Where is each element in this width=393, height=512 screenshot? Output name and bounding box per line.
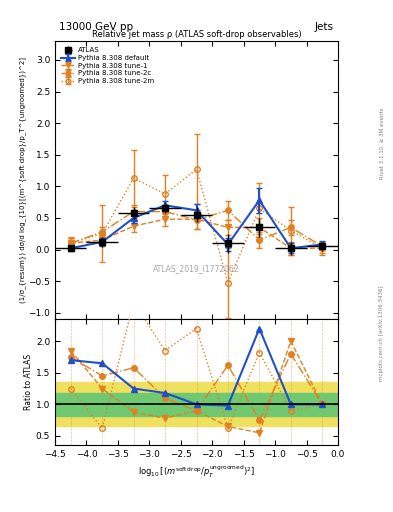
Y-axis label: (1/σ_{resum}) dσ/d log_{10}[(m^{soft drop}/p_T^{ungroomed})^2]: (1/σ_{resum}) dσ/d log_{10}[(m^{soft dro…: [19, 57, 26, 303]
Text: ATLAS_2019_I1772062: ATLAS_2019_I1772062: [153, 265, 240, 273]
Text: Rivet 3.1.10, ≥ 3M events: Rivet 3.1.10, ≥ 3M events: [380, 108, 384, 179]
Y-axis label: Ratio to ATLAS: Ratio to ATLAS: [24, 354, 33, 410]
Title: Relative jet mass ρ (ATLAS soft-drop observables): Relative jet mass ρ (ATLAS soft-drop obs…: [92, 30, 301, 39]
Text: mcplots.cern.ch [arXiv:1306.3436]: mcplots.cern.ch [arXiv:1306.3436]: [380, 285, 384, 380]
Legend: ATLAS, Pythia 8.308 default, Pythia 8.308 tune-1, Pythia 8.308 tune-2c, Pythia 8: ATLAS, Pythia 8.308 default, Pythia 8.30…: [59, 45, 157, 87]
X-axis label: $\log_{10}[(m^{\rm soft\,drop}/p_T^{\rm ungroomed})^2]$: $\log_{10}[(m^{\rm soft\,drop}/p_T^{\rm …: [138, 463, 255, 480]
Text: Jets: Jets: [315, 22, 334, 32]
Text: 13000 GeV pp: 13000 GeV pp: [59, 22, 133, 32]
